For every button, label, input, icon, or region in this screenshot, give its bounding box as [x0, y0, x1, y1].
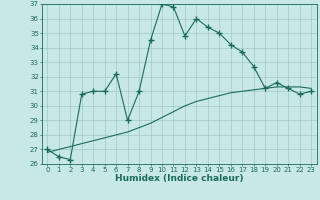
- X-axis label: Humidex (Indice chaleur): Humidex (Indice chaleur): [115, 174, 244, 183]
